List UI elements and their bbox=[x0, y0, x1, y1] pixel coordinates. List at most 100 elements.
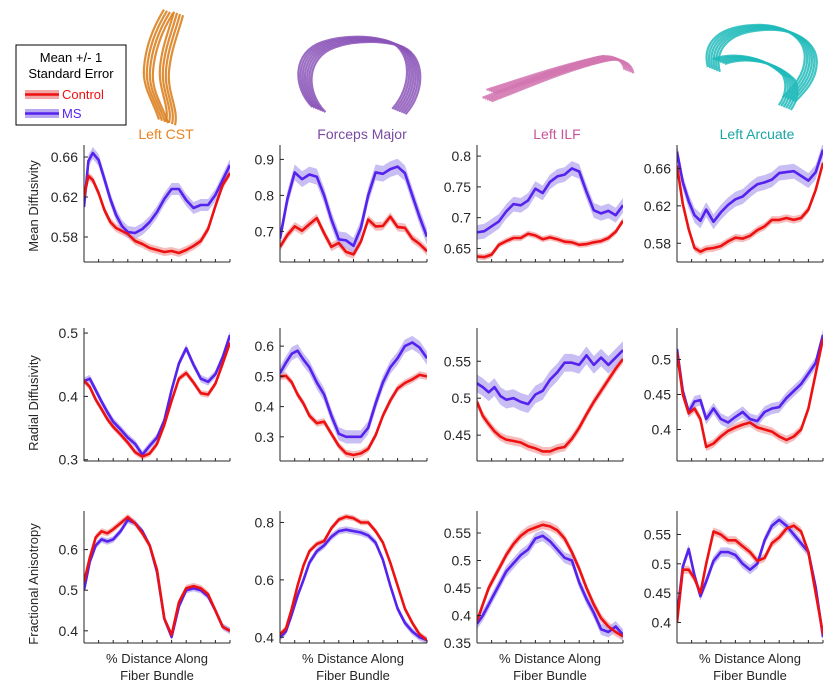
y-tick-label: 0.8 bbox=[255, 187, 275, 203]
ms-error-band bbox=[84, 147, 230, 239]
ms-mean-line bbox=[477, 167, 623, 234]
control-error-band bbox=[280, 513, 427, 643]
forceps-major-bundle-image bbox=[297, 35, 422, 115]
panel-left-arcuate-mean-diffusivity: 0.58 0.62 0.66 bbox=[644, 145, 824, 263]
ms-mean-line bbox=[477, 349, 623, 406]
ms-mean-line bbox=[84, 334, 230, 456]
column-title-left-ilf: Left ILF bbox=[533, 126, 580, 142]
row-label-fractional-anisotropy: Fractional Anisotropy bbox=[26, 523, 41, 645]
y-tick-label: 0.45 bbox=[444, 427, 471, 443]
control-mean-line bbox=[280, 215, 427, 256]
panel-left-ilf-mean-diffusivity: 0.65 0.7 0.75 0.8 bbox=[444, 145, 624, 263]
ms-mean-line bbox=[677, 518, 823, 638]
control-mean-line bbox=[477, 358, 623, 453]
left-cst-bundle-image bbox=[142, 9, 185, 126]
y-tick-label: 0.66 bbox=[51, 149, 78, 165]
y-tick-label: 0.6 bbox=[59, 542, 79, 558]
ms-mean-line bbox=[477, 534, 623, 636]
x-label-line2: Fiber Bundle bbox=[513, 668, 587, 683]
control-mean-line bbox=[677, 162, 823, 253]
y-tick-label: 0.65 bbox=[444, 240, 471, 256]
left-ilf-bundle-image bbox=[482, 54, 635, 103]
panel-left-ilf-radial-diffusivity: 0.45 0.5 0.55 bbox=[444, 328, 624, 462]
x-label-line1: % Distance Along bbox=[106, 651, 208, 666]
control-mean-line bbox=[477, 219, 623, 259]
control-error-band bbox=[477, 217, 623, 261]
y-tick-label: 0.4 bbox=[255, 629, 275, 645]
column-title-forceps-major: Forceps Major bbox=[317, 126, 407, 142]
control-error-band bbox=[477, 354, 623, 456]
y-tick-label: 0.66 bbox=[644, 160, 671, 176]
ms-mean-line bbox=[84, 151, 230, 235]
y-tick-label: 0.9 bbox=[255, 151, 275, 167]
control-mean-line bbox=[84, 342, 230, 458]
y-tick-label: 0.45 bbox=[444, 580, 471, 596]
y-tick-label: 0.58 bbox=[51, 229, 78, 245]
legend-title-line2: Standard Error bbox=[28, 66, 114, 81]
row-label-mean-diffusivity: Mean Diffusivity bbox=[26, 160, 41, 252]
y-tick-label: 0.45 bbox=[644, 387, 671, 403]
ms-error-band bbox=[280, 335, 427, 444]
panel-left-cst-radial-diffusivity: 0.3 0.4 0.5 bbox=[59, 325, 231, 468]
legend-control-label: Control bbox=[62, 87, 104, 102]
ms-error-band bbox=[280, 158, 427, 254]
x-label-line2: Fiber Bundle bbox=[713, 668, 787, 683]
panel-forceps-major-fractional-anisotropy: 0.4 0.6 0.8 bbox=[255, 511, 428, 645]
y-tick-label: 0.4 bbox=[452, 608, 472, 624]
x-label-line1: % Distance Along bbox=[302, 651, 404, 666]
ms-mean-line bbox=[677, 334, 823, 424]
y-tick-label: 0.4 bbox=[652, 614, 672, 630]
ms-error-band bbox=[677, 145, 823, 230]
y-tick-label: 0.55 bbox=[644, 526, 671, 542]
control-mean-line bbox=[280, 515, 427, 642]
panel-left-cst-mean-diffusivity: 0.58 0.62 0.66 bbox=[51, 145, 231, 263]
row-label-radial-diffusivity: Radial Diffusivity bbox=[26, 355, 41, 451]
y-tick-label: 0.8 bbox=[452, 148, 472, 164]
y-tick-label: 0.35 bbox=[444, 635, 471, 651]
left-arcuate-bundle-image bbox=[705, 23, 818, 111]
bundle-illustrations bbox=[142, 9, 818, 126]
y-tick-label: 0.4 bbox=[59, 388, 79, 404]
panel-forceps-major-mean-diffusivity: 0.7 0.8 0.9 bbox=[255, 145, 428, 263]
column-title-left-arcuate: Left Arcuate bbox=[720, 126, 795, 142]
control-mean-line bbox=[677, 524, 823, 635]
y-tick-label: 0.5 bbox=[652, 352, 672, 368]
ms-mean-line bbox=[280, 528, 427, 642]
x-axis-labels: % Distance Along Fiber Bundle % Distance… bbox=[106, 651, 801, 683]
y-tick-label: 0.5 bbox=[452, 390, 472, 406]
control-error-band bbox=[677, 334, 823, 452]
y-tick-label: 0.4 bbox=[652, 422, 672, 438]
x-label-line2: Fiber Bundle bbox=[120, 668, 194, 683]
legend: Mean +/- 1 Standard Error Control MS bbox=[15, 44, 127, 126]
y-tick-label: 0.62 bbox=[51, 189, 78, 205]
panel-left-cst-fractional-anisotropy: 0.4 0.5 0.6 bbox=[59, 511, 231, 644]
y-tick-label: 0.6 bbox=[255, 572, 275, 588]
y-tick-label: 0.5 bbox=[652, 556, 672, 572]
ms-error-band bbox=[477, 341, 623, 413]
x-label-line1: % Distance Along bbox=[499, 651, 601, 666]
y-tick-label: 0.62 bbox=[644, 198, 671, 214]
control-mean-line bbox=[477, 523, 623, 638]
y-tick-label: 0.6 bbox=[255, 338, 275, 354]
control-mean-line bbox=[84, 515, 230, 637]
y-tick-label: 0.5 bbox=[452, 553, 472, 569]
legend-ms-label: MS bbox=[62, 106, 82, 121]
y-tick-label: 0.3 bbox=[255, 429, 275, 445]
y-tick-label: 0.7 bbox=[255, 223, 275, 239]
y-tick-label: 0.4 bbox=[59, 623, 79, 639]
y-tick-label: 0.45 bbox=[644, 585, 671, 601]
panel-left-arcuate-radial-diffusivity: 0.4 0.45 0.5 bbox=[644, 328, 824, 462]
y-tick-label: 0.5 bbox=[255, 368, 275, 384]
control-mean-line bbox=[280, 373, 427, 457]
y-tick-label: 0.7 bbox=[452, 210, 472, 226]
y-tick-label: 0.8 bbox=[255, 514, 275, 530]
y-tick-label: 0.4 bbox=[255, 399, 275, 415]
control-mean-line bbox=[677, 338, 823, 449]
y-tick-label: 0.5 bbox=[59, 582, 79, 598]
x-label-line1: % Distance Along bbox=[699, 651, 801, 666]
y-tick-label: 0.55 bbox=[444, 353, 471, 369]
control-mean-line bbox=[84, 172, 230, 255]
ms-mean-line bbox=[677, 149, 823, 224]
y-tick-label: 0.58 bbox=[644, 235, 671, 251]
